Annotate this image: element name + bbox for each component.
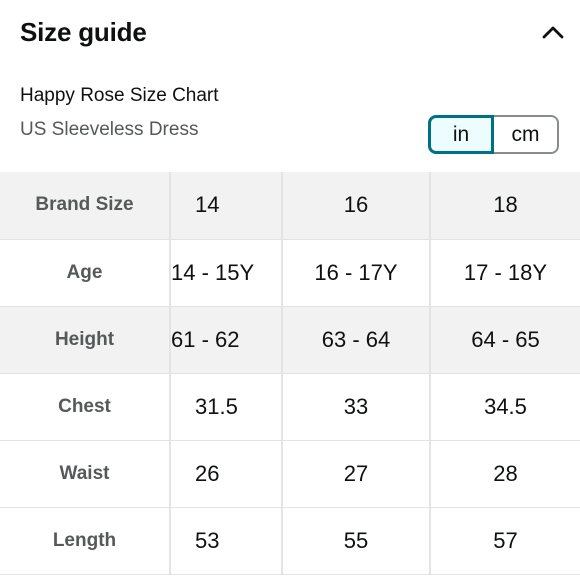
table-cell: 53 bbox=[169, 507, 282, 575]
unit-centimeters-button[interactable]: cm bbox=[494, 115, 559, 154]
chevron-up-icon bbox=[542, 26, 564, 39]
table-cell: 28 bbox=[429, 440, 580, 508]
unit-inches-button[interactable]: in bbox=[428, 115, 494, 154]
table-cell: 18 bbox=[429, 172, 580, 240]
table-row-length: Length 53 55 57 bbox=[0, 507, 580, 575]
size-chart-name: Happy Rose Size Chart bbox=[20, 85, 219, 106]
row-label: Chest bbox=[0, 373, 170, 441]
row-label: Waist bbox=[0, 440, 170, 508]
table-cell: 57 bbox=[429, 507, 580, 575]
row-label: Length bbox=[0, 507, 170, 575]
table-cell: 17 - 18Y bbox=[429, 239, 580, 307]
table-cell: 16 bbox=[281, 172, 430, 240]
table-cell: 63 - 64 bbox=[281, 306, 430, 374]
table-row-chest: Chest 31.5 33 34.5 bbox=[0, 373, 580, 441]
unit-toggle: in cm bbox=[428, 115, 559, 154]
table-row-brand-size: Brand Size 14 16 18 bbox=[0, 172, 580, 240]
table-cell: 33 bbox=[281, 373, 430, 441]
table-row-height: Height 61 - 62 63 - 64 64 - 65 bbox=[0, 306, 580, 374]
table-cell: 26 bbox=[169, 440, 282, 508]
table-cell: 14 bbox=[169, 172, 282, 240]
size-chart-table: Brand Size 14 16 18 Age 14 - 15Y 16 - 17… bbox=[0, 172, 580, 575]
collapse-button[interactable] bbox=[536, 14, 570, 50]
table-cell: 34.5 bbox=[429, 373, 580, 441]
table-row-age: Age 14 - 15Y 16 - 17Y 17 - 18Y bbox=[0, 239, 580, 307]
row-label: Age bbox=[0, 239, 170, 307]
table-cell: 14 - 15Y bbox=[169, 239, 282, 307]
table-cell: 16 - 17Y bbox=[281, 239, 430, 307]
table-cell: 27 bbox=[281, 440, 430, 508]
size-chart-subtitle: US Sleeveless Dress bbox=[20, 119, 199, 140]
row-label: Height bbox=[0, 306, 170, 374]
table-cell: 64 - 65 bbox=[429, 306, 580, 374]
row-label: Brand Size bbox=[0, 172, 170, 240]
table-cell: 55 bbox=[281, 507, 430, 575]
table-row-waist: Waist 26 27 28 bbox=[0, 440, 580, 508]
size-guide-header[interactable]: Size guide bbox=[20, 14, 570, 50]
page-title: Size guide bbox=[20, 17, 147, 47]
table-cell: 31.5 bbox=[169, 373, 282, 441]
table-cell: 61 - 62 bbox=[169, 306, 282, 374]
